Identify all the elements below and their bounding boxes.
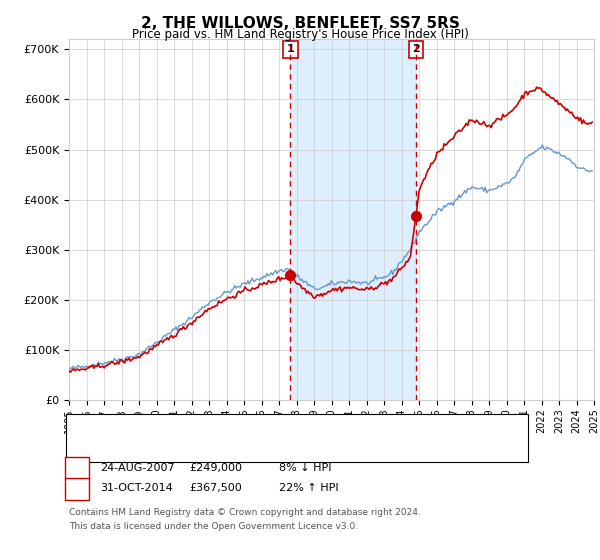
Text: 1: 1 [287, 44, 294, 54]
Text: 2: 2 [412, 44, 420, 54]
Text: ———: ——— [76, 443, 110, 453]
Text: ———: ——— [76, 424, 110, 435]
Text: 24-AUG-2007: 24-AUG-2007 [100, 463, 175, 473]
Text: Price paid vs. HM Land Registry's House Price Index (HPI): Price paid vs. HM Land Registry's House … [131, 28, 469, 41]
Text: 1: 1 [73, 463, 80, 473]
Text: £367,500: £367,500 [189, 483, 242, 493]
Text: 31-OCT-2014: 31-OCT-2014 [100, 483, 173, 493]
Text: 2: 2 [73, 483, 80, 493]
Text: 2, THE WILLOWS, BENFLEET, SS7 5RS (detached house): 2, THE WILLOWS, BENFLEET, SS7 5RS (detac… [108, 424, 398, 435]
Text: HPI: Average price, detached house, Castle Point: HPI: Average price, detached house, Cast… [108, 443, 363, 453]
Text: £249,000: £249,000 [189, 463, 242, 473]
Text: 8% ↓ HPI: 8% ↓ HPI [279, 463, 331, 473]
Bar [290, 39, 416, 400]
Text: This data is licensed under the Open Government Licence v3.0.: This data is licensed under the Open Gov… [69, 522, 358, 531]
Text: 22% ↑ HPI: 22% ↑ HPI [279, 483, 338, 493]
Text: Contains HM Land Registry data © Crown copyright and database right 2024.: Contains HM Land Registry data © Crown c… [69, 508, 421, 517]
Text: 2, THE WILLOWS, BENFLEET, SS7 5RS: 2, THE WILLOWS, BENFLEET, SS7 5RS [140, 16, 460, 31]
